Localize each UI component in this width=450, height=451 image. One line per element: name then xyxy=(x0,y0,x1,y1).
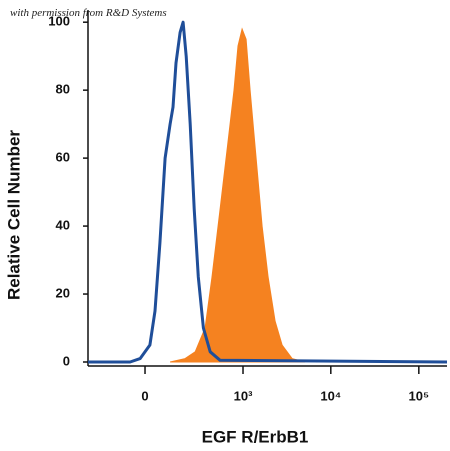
x-tick-label: 10³ xyxy=(234,388,253,403)
x-tick-label: 10⁴ xyxy=(320,388,341,403)
y-tick-label: 80 xyxy=(56,82,70,97)
y-tick-label: 20 xyxy=(56,285,70,300)
x-tick-label: 0 xyxy=(141,388,148,403)
y-axis-label: Relative Cell Number xyxy=(4,130,23,300)
x-tick-label: 10⁵ xyxy=(409,388,430,403)
y-tick-label: 0 xyxy=(63,353,70,368)
y-tick-label: 60 xyxy=(56,150,70,165)
y-tick-label: 100 xyxy=(48,14,70,29)
x-axis-label: EGF R/ErbB1 xyxy=(202,427,309,446)
area xyxy=(169,27,306,363)
line xyxy=(88,20,448,364)
y-tick-label: 40 xyxy=(56,218,70,233)
